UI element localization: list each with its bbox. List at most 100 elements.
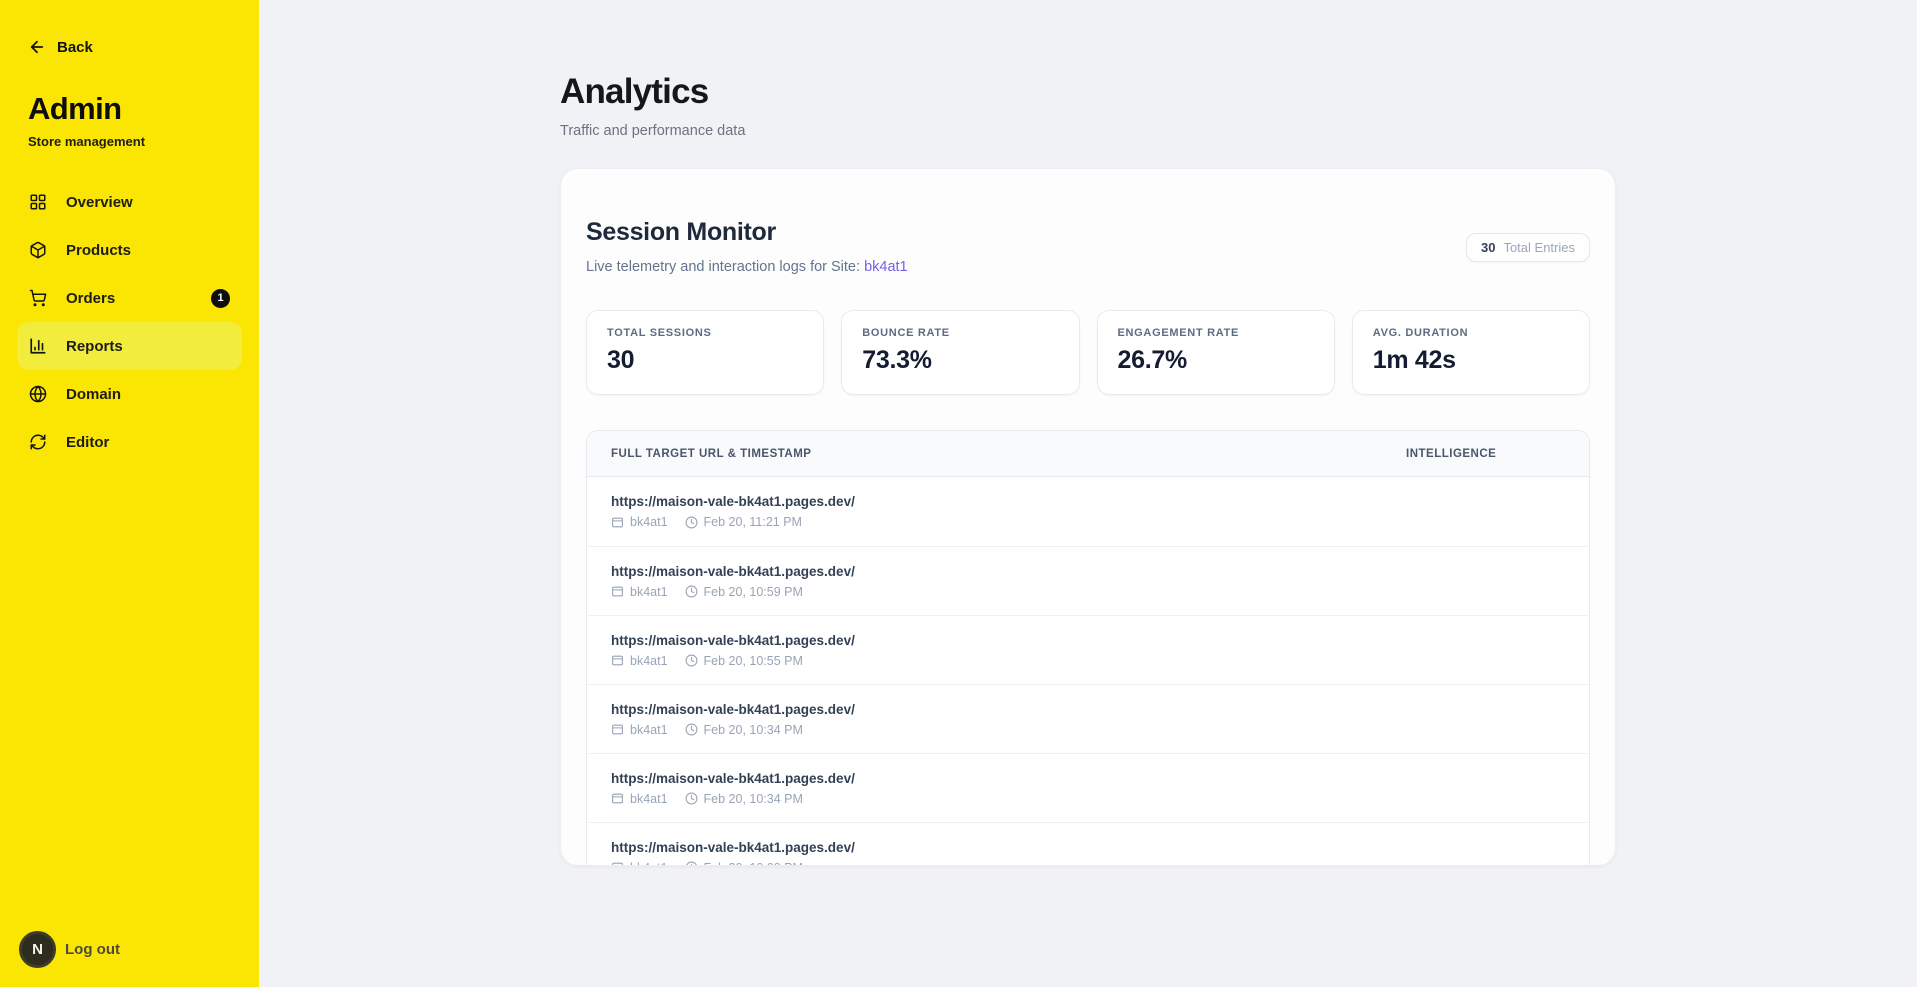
- sidebar-item-products[interactable]: Products: [17, 226, 242, 274]
- table-row: https://maison-vale-bk4at1.pages.dev/ bk…: [587, 546, 1589, 615]
- stat-card-avg-duration: AVG. DURATION 1m 42s: [1351, 310, 1590, 395]
- bar-chart-icon: [29, 337, 47, 355]
- stat-card-engagement-rate: ENGAGEMENT RATE 26.7%: [1096, 310, 1335, 395]
- sessions-table: FULL TARGET URL & TIMESTAMP INTELLIGENCE…: [586, 430, 1590, 865]
- orders-count-badge: 1: [211, 288, 230, 308]
- clock-icon: [685, 861, 697, 865]
- stat-value: 26.7%: [1117, 346, 1188, 374]
- window-icon: [612, 517, 623, 527]
- table-row: https://maison-vale-bk4at1.pages.dev/ bk…: [587, 822, 1589, 865]
- sidebar: Back Admin Store management Overview Pro…: [0, 0, 259, 987]
- table-body: https://maison-vale-bk4at1.pages.dev/ bk…: [587, 477, 1589, 865]
- sidebar-item-label: Products: [66, 241, 132, 259]
- sidebar-item-reports[interactable]: Reports: [17, 322, 242, 370]
- stat-label: BOUNCE RATE: [862, 327, 950, 339]
- stat-label: AVG. DURATION: [1372, 327, 1469, 339]
- session-monitor-card: Session Monitor Live telemetry and inter…: [560, 168, 1616, 866]
- stat-label: ENGAGEMENT RATE: [1117, 327, 1240, 339]
- row-timestamp: Feb 20, 10:08 PM: [685, 861, 803, 865]
- row-url: https://maison-vale-bk4at1.pages.dev/: [611, 770, 855, 786]
- back-label: Back: [57, 38, 93, 56]
- row-url-timestamp-cell: https://maison-vale-bk4at1.pages.dev/ bk…: [587, 564, 1406, 599]
- row-timestamp: Feb 20, 10:34 PM: [685, 723, 803, 737]
- cart-icon: [29, 289, 47, 307]
- sidebar-nav: Overview Products Orders 1 Reports Dom: [0, 178, 259, 466]
- entries-count: 30: [1480, 240, 1496, 255]
- stat-value: 73.3%: [862, 346, 932, 374]
- page-header: Analytics Traffic and performance data: [560, 0, 1616, 139]
- card-subtitle-text: Live telemetry and interaction logs for …: [586, 259, 865, 275]
- row-url: https://maison-vale-bk4at1.pages.dev/: [611, 563, 855, 579]
- refresh-icon: [29, 433, 47, 451]
- sidebar-item-orders[interactable]: Orders 1: [17, 274, 242, 322]
- stats-row: TOTAL SESSIONS 30 BOUNCE RATE 73.3% ENGA…: [586, 310, 1590, 395]
- total-entries-badge: 30 Total Entries: [1465, 233, 1590, 262]
- row-url: https://maison-vale-bk4at1.pages.dev/: [611, 839, 855, 855]
- row-timestamp: Feb 20, 10:59 PM: [685, 585, 803, 599]
- logout-button[interactable]: N Log out: [0, 931, 259, 968]
- sidebar-item-overview[interactable]: Overview: [17, 178, 242, 226]
- sidebar-item-label: Reports: [66, 337, 123, 355]
- table-row: https://maison-vale-bk4at1.pages.dev/ bk…: [587, 615, 1589, 684]
- grid-icon: [29, 193, 47, 211]
- site-id-link[interactable]: bk4at1: [864, 259, 908, 275]
- sidebar-title: Admin: [28, 91, 122, 126]
- page-title: Analytics: [560, 72, 709, 111]
- stat-card-bounce-rate: BOUNCE RATE 73.3%: [841, 310, 1080, 395]
- table-header: FULL TARGET URL & TIMESTAMP INTELLIGENCE: [587, 431, 1589, 477]
- row-meta: bk4at1 Feb 20, 10:08 PM: [611, 861, 1406, 865]
- clock-icon: [685, 516, 697, 528]
- row-url-timestamp-cell: https://maison-vale-bk4at1.pages.dev/ bk…: [587, 702, 1406, 737]
- window-icon: [612, 862, 623, 865]
- stat-label: TOTAL SESSIONS: [607, 327, 712, 339]
- row-site: bk4at1: [611, 515, 668, 529]
- table-row: https://maison-vale-bk4at1.pages.dev/ bk…: [587, 684, 1589, 753]
- row-url-timestamp-cell: https://maison-vale-bk4at1.pages.dev/ bk…: [587, 839, 1406, 865]
- main-content: Analytics Traffic and performance data S…: [259, 0, 1917, 987]
- column-header-intelligence: INTELLIGENCE: [1406, 447, 1497, 460]
- entries-label: Total Entries: [1503, 240, 1575, 255]
- logout-label: Log out: [65, 941, 120, 958]
- clock-icon: [685, 792, 697, 805]
- row-meta: bk4at1 Feb 20, 11:21 PM: [611, 515, 1406, 529]
- row-url-timestamp-cell: https://maison-vale-bk4at1.pages.dev/ bk…: [587, 494, 1406, 529]
- row-url: https://maison-vale-bk4at1.pages.dev/: [611, 494, 855, 509]
- row-meta: bk4at1 Feb 20, 10:59 PM: [611, 585, 1406, 599]
- arrow-left-icon: [28, 38, 46, 56]
- sidebar-item-domain[interactable]: Domain: [17, 370, 242, 418]
- stat-value: 30: [607, 346, 635, 374]
- table-row: https://maison-vale-bk4at1.pages.dev/ bk…: [587, 477, 1589, 546]
- stat-value: 1m 42s: [1372, 346, 1456, 374]
- sidebar-subtitle: Store management: [28, 134, 146, 149]
- clock-icon: [685, 585, 697, 598]
- table-row: https://maison-vale-bk4at1.pages.dev/ bk…: [587, 753, 1589, 822]
- stat-card-total-sessions: TOTAL SESSIONS 30: [586, 310, 825, 395]
- window-icon: [612, 724, 623, 735]
- row-url: https://maison-vale-bk4at1.pages.dev/: [611, 701, 855, 717]
- sidebar-item-editor[interactable]: Editor: [17, 418, 242, 466]
- row-url-timestamp-cell: https://maison-vale-bk4at1.pages.dev/ bk…: [587, 633, 1406, 668]
- card-subtitle: Live telemetry and interaction logs for …: [586, 259, 1590, 275]
- page-subtitle: Traffic and performance data: [560, 123, 746, 139]
- row-timestamp: Feb 20, 10:55 PM: [685, 654, 803, 668]
- avatar: N: [19, 931, 56, 968]
- card-title: Session Monitor: [586, 218, 776, 246]
- row-url-timestamp-cell: https://maison-vale-bk4at1.pages.dev/ bk…: [587, 771, 1406, 806]
- back-button[interactable]: Back: [28, 38, 93, 56]
- sidebar-item-label: Domain: [66, 385, 122, 403]
- clock-icon: [685, 723, 697, 736]
- row-meta: bk4at1 Feb 20, 10:34 PM: [611, 792, 1406, 806]
- row-url: https://maison-vale-bk4at1.pages.dev/: [611, 632, 855, 648]
- sidebar-item-label: Editor: [66, 433, 110, 451]
- row-site: bk4at1: [611, 792, 668, 806]
- window-icon: [612, 793, 623, 804]
- window-icon: [612, 586, 623, 597]
- window-icon: [612, 655, 623, 666]
- sidebar-item-label: Orders: [66, 289, 116, 307]
- row-site: bk4at1: [611, 861, 668, 865]
- row-site: bk4at1: [611, 723, 668, 737]
- row-meta: bk4at1 Feb 20, 10:55 PM: [611, 654, 1406, 668]
- row-site: bk4at1: [611, 585, 668, 599]
- sidebar-item-label: Overview: [66, 193, 133, 211]
- package-icon: [29, 241, 47, 259]
